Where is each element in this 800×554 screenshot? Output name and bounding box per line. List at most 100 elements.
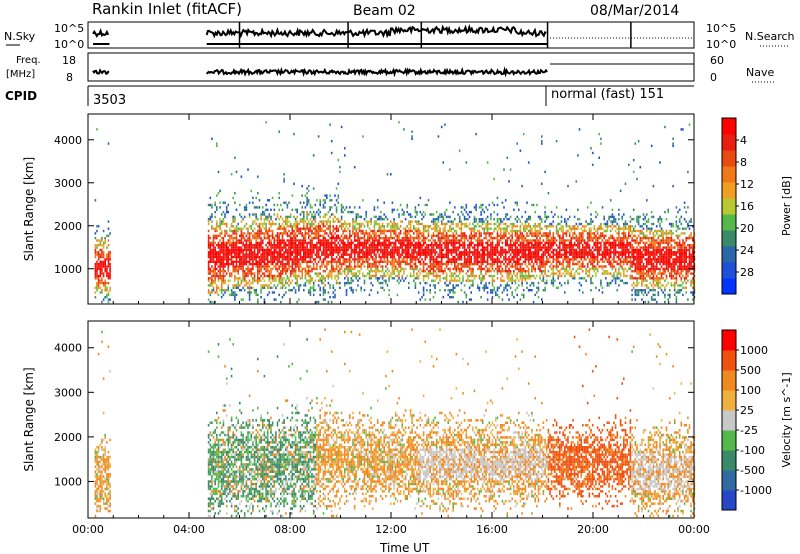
range-cell: [311, 244, 313, 247]
range-cell: [281, 272, 284, 275]
range-cell: [330, 277, 333, 280]
range-cell: [363, 253, 366, 256]
range-cell: [324, 277, 326, 280]
range-cell: [234, 215, 236, 219]
range-cell: [486, 232, 489, 235]
range-cell: [485, 225, 487, 228]
range-cell: [401, 236, 404, 240]
range-cell: [511, 281, 513, 285]
range-cell: [460, 236, 463, 240]
range-cell: [314, 227, 317, 230]
range-cell: [214, 262, 216, 266]
range-cell: [480, 281, 482, 285]
range-cell: [501, 291, 504, 294]
range-cell: [362, 262, 364, 266]
range-cell: [439, 251, 441, 254]
range-cell: [478, 206, 481, 209]
range-cell: [495, 293, 497, 297]
range-cell: [524, 260, 527, 263]
range-cell: [288, 279, 290, 282]
range-cell: [560, 253, 563, 256]
range-cell: [258, 265, 261, 268]
range-cell: [572, 258, 574, 261]
range-cell: [413, 274, 415, 278]
range-cell: [504, 227, 507, 230]
range-cell: [270, 281, 272, 285]
range-cell: [421, 251, 423, 254]
range-cell: [207, 222, 210, 226]
range-cell: [488, 234, 491, 237]
range-cell: [470, 274, 472, 278]
range-cell: [376, 222, 379, 226]
range-cell: [257, 236, 259, 240]
range-cell: [385, 265, 387, 268]
range-cell: [431, 279, 433, 282]
range-cell: [524, 244, 527, 247]
range-cell: [257, 270, 259, 273]
range-cell: [417, 203, 420, 207]
range-cell: [378, 218, 381, 221]
range-cell: [437, 255, 440, 259]
range-cell: [444, 277, 446, 280]
range-cell: [317, 274, 320, 278]
range-cell: [296, 277, 298, 280]
range-cell: [414, 286, 417, 289]
range-cell: [467, 260, 469, 263]
range-cell: [242, 258, 244, 261]
range-cell: [250, 232, 253, 235]
range-cell: [222, 239, 225, 242]
range-cell: [211, 203, 213, 207]
range-cell: [573, 232, 576, 235]
range-cell: [357, 213, 359, 216]
range-cell: [219, 239, 221, 242]
range-cell: [514, 281, 517, 285]
range-cell: [481, 246, 484, 249]
range-cell: [577, 241, 579, 245]
range-cell: [368, 246, 371, 249]
range-cell: [334, 293, 336, 297]
range-cell: [381, 270, 384, 273]
range-cell: [101, 291, 103, 294]
range-cell: [380, 248, 382, 252]
range-cell: [309, 239, 312, 242]
range-cell: [457, 300, 459, 304]
range-cell: [94, 199, 97, 202]
range-cell: [349, 253, 351, 256]
range-cell: [481, 241, 484, 245]
range-cell: [101, 248, 103, 252]
range-cell: [467, 213, 469, 216]
range-cell: [224, 274, 226, 278]
range-cell: [432, 251, 435, 254]
range-cell: [455, 241, 458, 245]
range-cell: [440, 213, 443, 216]
range-cell: [255, 206, 257, 209]
range-cell: [534, 255, 536, 259]
range-cell: [248, 258, 251, 261]
range-cell: [245, 227, 248, 230]
range-cell: [536, 258, 538, 261]
range-cell: [408, 220, 410, 223]
range-cell: [478, 267, 481, 271]
range-cell: [273, 239, 276, 242]
range-cell: [257, 246, 259, 249]
range-cell: [477, 251, 479, 254]
range-cell: [424, 213, 427, 216]
range-cell: [268, 251, 271, 254]
range-cell: [416, 274, 418, 278]
range-cell: [575, 180, 578, 183]
range-cell: [301, 258, 303, 261]
range-cell: [340, 246, 343, 249]
range-cell: [524, 253, 527, 256]
range-cell: [516, 236, 518, 240]
range-cell: [547, 274, 550, 278]
range-cell: [260, 274, 262, 278]
range-cell: [458, 272, 461, 275]
range-cell: [311, 279, 313, 282]
range-cell: [296, 279, 298, 282]
range-cell: [457, 255, 459, 259]
range-cell: [368, 232, 371, 235]
range-cell: [408, 239, 410, 242]
range-cell: [368, 258, 371, 261]
range-cell: [424, 253, 427, 256]
range-cell: [486, 244, 489, 247]
